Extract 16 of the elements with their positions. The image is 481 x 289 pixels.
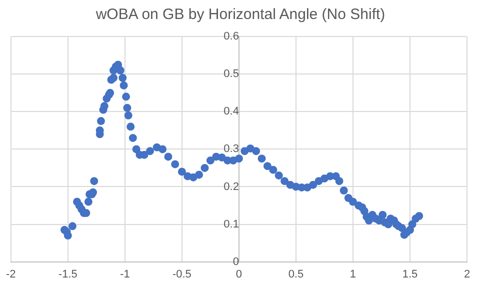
y-tick-label: 0.2	[224, 180, 239, 193]
y-tick-label: 0.3	[224, 143, 239, 156]
x-tick-label: -0.5	[172, 268, 192, 280]
x-tick-label: 2	[464, 268, 470, 280]
y-tick-label: 0.1	[224, 218, 239, 230]
x-tick-label: -1.5	[58, 268, 78, 280]
x-tick-label: 1	[350, 268, 356, 280]
y-tick-label: 0	[232, 256, 239, 268]
x-tick-label: 0.5	[288, 268, 304, 280]
y-tick-label: 0.5	[224, 68, 239, 80]
x-tick-label: 1.5	[402, 268, 418, 280]
x-tick-label: -1	[120, 268, 130, 280]
x-tick-label: -2	[6, 268, 16, 280]
y-tick-label: 0.4	[224, 106, 239, 118]
chart-title: wOBA on GB by Horizontal Angle (No Shift)	[94, 5, 386, 25]
y-tick-label: 0.6	[224, 30, 239, 43]
